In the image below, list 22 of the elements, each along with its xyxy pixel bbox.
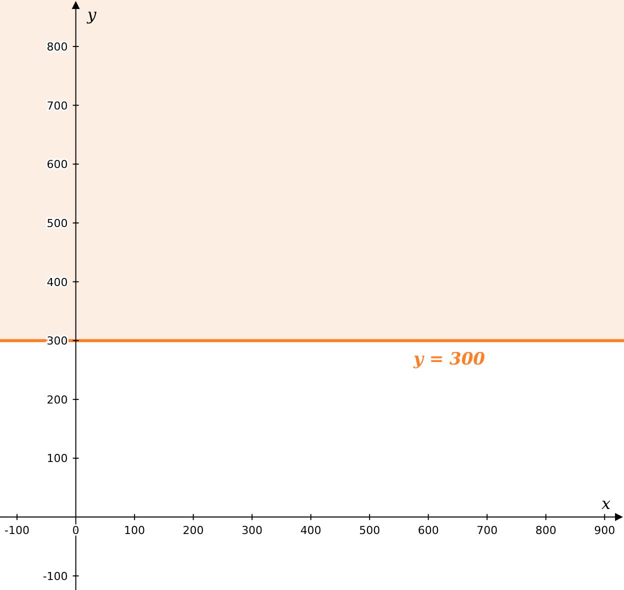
y-tick-label: 800 — [46, 40, 68, 54]
y-tick-label: 600 — [46, 158, 68, 172]
y-tick-label: 400 — [46, 276, 68, 289]
x-tick-label: 300 — [242, 524, 263, 538]
y-tick-label: 100 — [46, 452, 68, 466]
x-tick-label: 100 — [124, 524, 146, 538]
x-tick-label: 200 — [182, 524, 204, 538]
x-tick-label: 800 — [535, 524, 556, 538]
x-tick-label: 400 — [300, 524, 322, 538]
series-label: y = 300 — [412, 350, 486, 370]
x-tick-label: -100 — [4, 524, 30, 538]
x-axis-title: x — [601, 494, 611, 514]
y-tick-label: 200 — [46, 393, 68, 406]
y-tick-label: 700 — [46, 99, 68, 112]
y-tick-label: 500 — [46, 216, 68, 230]
x-tick-label: 600 — [418, 524, 439, 538]
y-axis-title: y — [86, 5, 98, 24]
x-tick-label: 500 — [359, 524, 380, 538]
x-tick-label: 900 — [594, 524, 616, 538]
x-tick-label: 700 — [476, 524, 498, 538]
y-tick-label: -100 — [42, 570, 68, 583]
y-tick-label: 300 — [46, 334, 68, 348]
